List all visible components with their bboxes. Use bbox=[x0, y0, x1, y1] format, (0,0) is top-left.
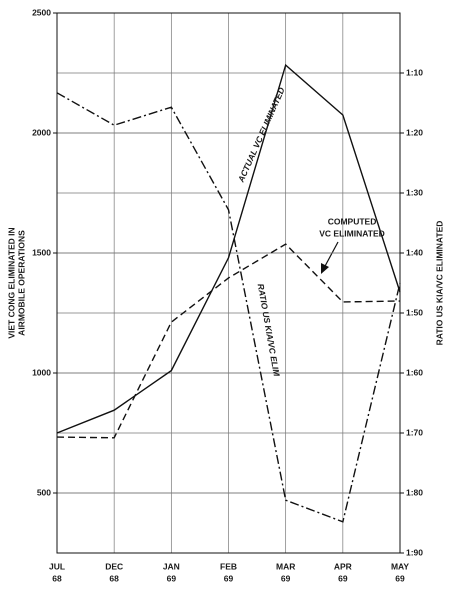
y-tick-label: 2000 bbox=[32, 127, 51, 137]
x-tick-year: 68 bbox=[109, 573, 119, 583]
y2-tick-label: 1:60 bbox=[406, 367, 423, 377]
y2-tick-label: 1:10 bbox=[406, 67, 423, 77]
x-tick-label: JUL bbox=[49, 561, 65, 571]
y2-tick-label: 1:70 bbox=[406, 427, 423, 437]
series-label: COMPUTED bbox=[328, 216, 377, 226]
x-tick-label: MAR bbox=[276, 561, 295, 571]
series-label: VC ELIMINATED bbox=[319, 228, 384, 238]
y-tick-label: 2500 bbox=[32, 7, 51, 17]
x-tick-year: 69 bbox=[395, 573, 405, 583]
series-line bbox=[56, 63, 401, 434]
y2-tick-label: 1:30 bbox=[406, 187, 423, 197]
y2-tick-label: 1:50 bbox=[406, 307, 423, 317]
y-tick-label: 1500 bbox=[32, 247, 51, 257]
y-tick-label: 500 bbox=[37, 487, 51, 497]
x-tick-label: JAN bbox=[163, 561, 180, 571]
y2-tick-label: 1:20 bbox=[406, 127, 423, 137]
x-tick-year: 69 bbox=[338, 573, 348, 583]
x-tick-year: 69 bbox=[281, 573, 291, 583]
y2-tick-label: 1:40 bbox=[406, 247, 423, 257]
y-axis-label: AIRMOBILE OPERATIONS bbox=[16, 230, 26, 336]
series-label: ACTUAL VC ELIMINATED bbox=[235, 86, 286, 185]
x-tick-year: 69 bbox=[224, 573, 234, 583]
y-axis-label: VIET CONG ELIMINATED IN bbox=[6, 227, 16, 338]
arrow-head bbox=[321, 263, 329, 274]
y2-axis-label: RATIO US KIA/VC ELIMINATED bbox=[434, 221, 444, 346]
series-line bbox=[56, 243, 401, 439]
annotation-arrow bbox=[323, 241, 339, 269]
x-tick-year: 68 bbox=[52, 573, 62, 583]
x-tick-label: DEC bbox=[105, 561, 123, 571]
y2-tick-label: 1:80 bbox=[406, 487, 423, 497]
series-line bbox=[56, 92, 401, 523]
y-tick-label: 1000 bbox=[32, 367, 51, 377]
series-label: RATIO US KIA/VC ELIM bbox=[256, 283, 282, 378]
x-tick-label: FEB bbox=[220, 561, 237, 571]
x-tick-year: 69 bbox=[167, 573, 177, 583]
x-tick-label: APR bbox=[334, 561, 352, 571]
y2-tick-label: 1:90 bbox=[406, 547, 423, 557]
x-tick-label: MAY bbox=[391, 561, 409, 571]
